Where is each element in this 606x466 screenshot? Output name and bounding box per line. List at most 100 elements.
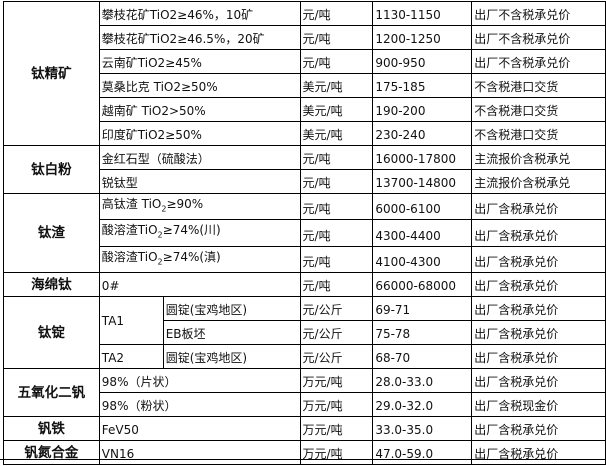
category-cell[interactable]: 钒氮合金 xyxy=(3,440,100,466)
spec-cell[interactable]: 锐钛型 xyxy=(98,169,301,194)
unit-cell[interactable]: 美元/吨 xyxy=(299,121,374,146)
unit-cell[interactable]: 元/吨 xyxy=(299,169,374,194)
note-cell[interactable]: 出厂不含税承兑价 xyxy=(471,25,606,50)
note-cell[interactable]: 出厂含税承兑价 xyxy=(471,344,606,370)
table-row: 攀枝花矿TiO2≥46.5%，20矿 元/吨 1200-1250 出厂不含税承兑价 xyxy=(4,25,606,50)
empty-grid-area xyxy=(0,459,606,466)
unit-cell[interactable]: 元/公斤 xyxy=(299,296,374,322)
price-cell[interactable]: 68-70 xyxy=(372,344,473,370)
price-cell[interactable]: 4100-4300 xyxy=(372,245,473,274)
note-cell[interactable]: 出厂含税承兑价 xyxy=(471,320,606,346)
price-cell[interactable]: 4300-4400 xyxy=(372,219,473,247)
price-cell[interactable]: 28.0-33.0 xyxy=(372,368,473,394)
table-row: 越南矿 TiO2>50% 美元/吨 190-200 不含税港口交货 xyxy=(4,97,606,122)
spec-cell[interactable]: 云南矿TiO2≥45% xyxy=(98,49,301,74)
note-cell[interactable]: 出厂含税承兑价 xyxy=(471,368,606,394)
note-cell[interactable]: 出厂不含税承兑价 xyxy=(471,49,606,74)
note-cell[interactable]: 出厂含税现金价 xyxy=(471,392,606,418)
unit-cell[interactable]: 美元/吨 xyxy=(299,97,374,122)
unit-cell[interactable]: 美元/吨 xyxy=(299,73,374,98)
price-cell[interactable]: 47.0-59.0 xyxy=(372,440,473,466)
note-cell[interactable]: 主流报价含税承兑 xyxy=(471,169,606,194)
table-row: 钛渣 高钛渣 TiO2≥90% 元/吨 6000-6100 出厂含税承兑价 xyxy=(3,192,606,274)
table-row: 印度矿TiO2≥50% 美元/吨 230-240 不含税港口交货 xyxy=(4,121,606,146)
category-cell[interactable]: 钛渣 xyxy=(3,192,100,274)
spec-cell[interactable]: 高钛渣 TiO2≥90% xyxy=(98,192,301,221)
note-cell[interactable]: 出厂含税承兑价 xyxy=(471,192,606,221)
spec-cell[interactable]: 酸溶渣TiO2≥74%(川) xyxy=(98,219,301,247)
note-cell[interactable]: 不含税港口交货 xyxy=(471,121,606,146)
unit-cell[interactable]: 元/吨 xyxy=(299,145,374,170)
note-cell[interactable]: 出厂含税承兑价 xyxy=(471,440,606,466)
price-cell[interactable]: 190-200 xyxy=(372,97,473,122)
price-cell[interactable]: 16000-17800 xyxy=(372,145,473,170)
category-cell[interactable]: 钛锭 xyxy=(3,296,100,370)
spec-cell[interactable]: VN16 xyxy=(98,440,301,466)
note-cell[interactable]: 不含税港口交货 xyxy=(471,73,606,98)
unit-cell[interactable]: 元/公斤 xyxy=(299,320,374,346)
table-row: 钛白粉 金红石型（硫酸法） 元/吨 16000-17800 主流报价含税承兑 xyxy=(3,145,606,194)
spec-cell[interactable]: 攀枝花矿TiO2≥46%，10矿 xyxy=(98,1,301,26)
unit-cell[interactable]: 元/吨 xyxy=(299,25,374,50)
unit-cell[interactable]: 万元/吨 xyxy=(299,392,374,418)
unit-cell[interactable]: 元/吨 xyxy=(299,1,374,26)
spec-cell[interactable]: 金红石型（硫酸法） xyxy=(98,145,301,170)
spec-cell[interactable]: 0# xyxy=(98,272,301,298)
price-cell[interactable]: 66000-68000 xyxy=(372,272,473,298)
spec-text: ≥74%(滇) xyxy=(162,249,221,264)
spec-cell[interactable]: 印度矿TiO2≥50% xyxy=(98,121,301,146)
unit-cell[interactable]: 元/公斤 xyxy=(299,344,374,370)
category-cell[interactable]: 海绵钛 xyxy=(3,272,100,298)
unit-cell[interactable]: 元/吨 xyxy=(299,272,374,298)
spec-text: 2 xyxy=(161,204,167,214)
note-cell[interactable]: 出厂含税承兑价 xyxy=(471,245,606,274)
spec-cell[interactable]: FeV50 xyxy=(98,416,301,442)
category-cell[interactable]: 钛白粉 xyxy=(3,145,100,194)
price-cell[interactable]: 900-950 xyxy=(372,49,473,74)
unit-cell[interactable]: 万元/吨 xyxy=(299,416,374,442)
spec-cell[interactable]: 莫桑比克 TiO2≥50% xyxy=(98,73,301,98)
note-cell[interactable]: 出厂含税承兑价 xyxy=(471,219,606,247)
spec-text: 2 xyxy=(157,257,163,267)
grade-cell[interactable]: TA1 xyxy=(98,296,164,346)
spec-text: ≥74%(川) xyxy=(162,223,221,238)
note-cell[interactable]: 出厂不含税承兑价 xyxy=(471,1,606,26)
note-cell[interactable]: 出厂含税承兑价 xyxy=(471,416,606,442)
price-cell[interactable]: 175-185 xyxy=(372,73,473,98)
unit-cell[interactable]: 元/吨 xyxy=(299,192,374,221)
spec-cell[interactable]: 98%（片状） xyxy=(98,368,301,394)
price-cell[interactable]: 230-240 xyxy=(372,121,473,146)
unit-cell[interactable]: 元/吨 xyxy=(299,245,374,274)
spec-cell[interactable]: 攀枝花矿TiO2≥46.5%，20矿 xyxy=(98,25,301,50)
price-cell[interactable]: 13700-14800 xyxy=(372,169,473,194)
note-cell[interactable]: 主流报价含税承兑 xyxy=(471,145,606,170)
table-row: 钛精矿 攀枝花矿TiO2≥46%，10矿 元/吨 1130-1150 出厂不含税承兑价 xyxy=(3,1,606,146)
spec-cell[interactable]: 98%（粉状） xyxy=(98,392,301,418)
price-cell[interactable]: 1130-1150 xyxy=(372,1,473,26)
spec-cell[interactable]: 酸溶渣TiO2≥74%(滇) xyxy=(98,245,301,274)
grade-cell[interactable]: TA2 xyxy=(98,344,164,370)
price-cell[interactable]: 75-78 xyxy=(372,320,473,346)
spec-cell[interactable]: 越南矿 TiO2>50% xyxy=(98,97,301,122)
spec-text: 高钛渣 TiO xyxy=(101,197,162,211)
table-row: 莫桑比克 TiO2≥50% 美元/吨 175-185 不含税港口交货 xyxy=(4,73,606,98)
price-cell[interactable]: 29.0-32.0 xyxy=(372,392,473,418)
spec-cell[interactable]: 圆锭(宝鸡地区) xyxy=(162,296,301,322)
note-cell[interactable]: 出厂含税承兑价 xyxy=(471,272,606,298)
unit-cell[interactable]: 万元/吨 xyxy=(299,368,374,394)
price-cell[interactable]: 1200-1250 xyxy=(372,25,473,50)
unit-cell[interactable]: 元/吨 xyxy=(299,219,374,247)
category-cell[interactable]: 钒铁 xyxy=(3,416,100,442)
category-cell[interactable]: 钛精矿 xyxy=(3,1,100,146)
category-cell[interactable]: 五氧化二钒 xyxy=(3,368,100,418)
note-cell[interactable]: 出厂含税承兑价 xyxy=(471,296,606,322)
unit-cell[interactable]: 元/吨 xyxy=(299,49,374,74)
price-cell[interactable]: 6000-6100 xyxy=(372,192,473,221)
spec-cell[interactable]: 圆锭(宝鸡地区) xyxy=(162,344,301,370)
price-cell[interactable]: 69-71 xyxy=(372,296,473,322)
spec-cell[interactable]: EB板坯 xyxy=(162,320,301,346)
note-cell[interactable]: 不含税港口交货 xyxy=(471,97,606,122)
price-cell[interactable]: 33.0-35.0 xyxy=(372,416,473,442)
unit-cell[interactable]: 万元/吨 xyxy=(299,440,374,466)
table-row: 酸溶渣TiO2≥74%(川) 元/吨 4300-4400 出厂含税承兑价 xyxy=(4,219,606,247)
